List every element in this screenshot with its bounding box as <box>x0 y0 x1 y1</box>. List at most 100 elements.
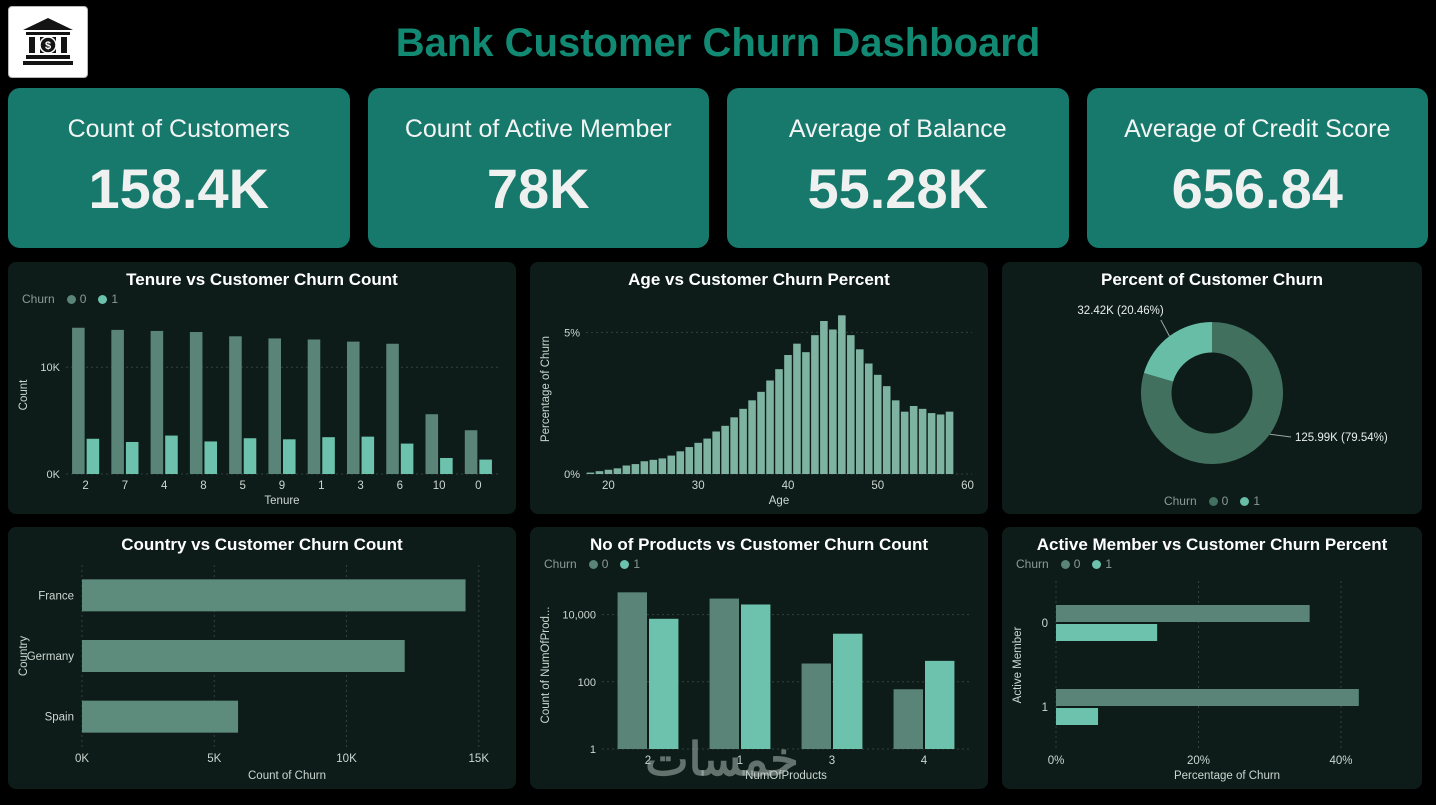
svg-text:Count: Count <box>18 379 30 410</box>
svg-text:20: 20 <box>602 480 615 492</box>
legend-dot <box>66 294 76 304</box>
svg-text:9: 9 <box>279 480 285 492</box>
svg-text:1: 1 <box>318 480 324 492</box>
chart-title: Age vs Customer Churn Percent <box>628 270 890 289</box>
panel-churn-donut: Percent of Customer Churn 32.42K (20.46%… <box>1002 262 1422 514</box>
svg-text:1: 1 <box>590 744 596 756</box>
svg-text:30: 30 <box>692 480 705 492</box>
panel-active-member-churn: Active Member vs Customer Churn Percent … <box>1002 527 1422 789</box>
kpi-value: 656.84 <box>1171 157 1343 220</box>
svg-text:60: 60 <box>961 480 974 492</box>
svg-text:0: 0 <box>1042 618 1048 630</box>
svg-text:5K: 5K <box>207 753 221 765</box>
panel-products-churn: No of Products vs Customer Churn Count C… <box>530 527 988 789</box>
svg-text:Percentage of Churn: Percentage of Churn <box>540 336 552 442</box>
svg-text:3: 3 <box>357 480 363 492</box>
bank-logo: $ <box>8 6 88 78</box>
kpi-value: 55.28K <box>807 157 989 220</box>
svg-text:0K: 0K <box>47 469 61 481</box>
chart-legend[interactable]: Churn 0 1 <box>1016 557 1113 571</box>
legend-dot <box>98 294 108 304</box>
chart-title: Tenure vs Customer Churn Count <box>126 270 398 289</box>
legend-dot <box>1060 559 1070 569</box>
kpi-card-average-balance[interactable]: Average of Balance 55.28K <box>727 88 1069 248</box>
svg-text:5%: 5% <box>564 327 580 339</box>
svg-text:France: France <box>38 590 74 602</box>
churn-donut-chart[interactable]: 32.42K (20.46%) 125.99K (79.54%) Churn 0 1 <box>1010 290 1414 508</box>
svg-text:Tenure: Tenure <box>264 495 299 507</box>
svg-text:7: 7 <box>122 480 128 492</box>
chart-title: Percent of Customer Churn <box>1101 270 1323 289</box>
kpi-value: 78K <box>486 157 590 220</box>
legend-dot <box>1208 496 1218 506</box>
kpi-value: 158.4K <box>88 157 270 220</box>
panel-country-churn: Country vs Customer Churn Count 0K 5K 10K 1… <box>8 527 516 789</box>
svg-text:50: 50 <box>871 480 884 492</box>
svg-text:2: 2 <box>82 480 88 492</box>
svg-text:40%: 40% <box>1329 755 1352 767</box>
kpi-row: Count of Customers 158.4K Count of Activ… <box>0 86 1436 256</box>
kpi-card-count-of-customers[interactable]: Count of Customers 158.4K <box>8 88 350 248</box>
svg-text:20%: 20% <box>1187 755 1210 767</box>
svg-text:40: 40 <box>782 480 795 492</box>
svg-text:Germany: Germany <box>27 651 75 663</box>
legend-dot <box>1240 496 1250 506</box>
svg-text:10K: 10K <box>40 362 60 374</box>
svg-text:Percentage of Churn: Percentage of Churn <box>1174 770 1280 782</box>
legend-dot <box>1092 559 1102 569</box>
chart-legend[interactable]: Churn 0 1 <box>22 292 119 306</box>
charts-grid: Tenure vs Customer Churn Count Churn 0 1 0K… <box>0 256 1436 789</box>
active-member-churn-chart[interactable]: Churn 0 1 0% 20% 40% 0 1 Percentage of Churn Acti… <box>1010 555 1414 783</box>
svg-text:1: 1 <box>737 755 743 767</box>
svg-text:125.99K (79.54%): 125.99K (79.54%) <box>1295 432 1388 444</box>
kpi-label: Count of Active Member <box>404 115 672 143</box>
svg-text:1: 1 <box>1042 702 1048 714</box>
svg-text:Spain: Spain <box>45 712 74 724</box>
svg-text:2: 2 <box>645 755 651 767</box>
svg-text:NumOfProducts: NumOfProducts <box>745 770 827 782</box>
svg-text:10K: 10K <box>336 753 357 765</box>
kpi-card-active-members[interactable]: Count of Active Member 78K <box>367 88 709 248</box>
kpi-label: Average of Credit Score <box>1124 115 1391 143</box>
panel-tenure-churn: Tenure vs Customer Churn Count Churn 0 1 0K… <box>8 262 516 514</box>
svg-text:Count of NumOfProd...: Count of NumOfProd... <box>540 607 552 724</box>
svg-text:0%: 0% <box>564 469 580 481</box>
svg-text:32.42K (20.46%): 32.42K (20.46%) <box>1077 305 1163 317</box>
header: $ Bank Customer Churn Dashboard <box>0 0 1436 86</box>
chart-title: No of Products vs Customer Churn Count <box>589 535 929 554</box>
country-churn-chart[interactable]: 0K 5K 10K 15K France Germany Spain Count of Chu… <box>16 555 508 783</box>
products-churn-chart[interactable]: Churn 0 1 1 100 10,000 2 1 3 4 NumOfProducts Count … <box>538 555 980 783</box>
dashboard-title: Bank Customer Churn Dashboard <box>395 21 1041 65</box>
kpi-card-average-credit-score[interactable]: Average of Credit Score 656.84 <box>1086 88 1428 248</box>
svg-text:15K: 15K <box>469 753 490 765</box>
chart-title: Country vs Customer Churn Count <box>121 535 403 554</box>
svg-text:4: 4 <box>161 480 168 492</box>
kpi-label: Average of Balance <box>788 115 1007 143</box>
svg-text:6: 6 <box>397 480 403 492</box>
svg-text:10: 10 <box>433 480 446 492</box>
svg-text:Age: Age <box>769 495 789 507</box>
svg-text:5: 5 <box>240 480 246 492</box>
svg-text:Count of Churn: Count of Churn <box>248 770 326 782</box>
chart-legend[interactable]: Churn 0 1 <box>1163 494 1261 508</box>
svg-text:0K: 0K <box>75 753 89 765</box>
svg-text:8: 8 <box>200 480 206 492</box>
panel-age-churn: Age vs Customer Churn Percent 0% 5% 20 30 40… <box>530 262 988 514</box>
svg-text:4: 4 <box>921 755 928 767</box>
legend-dot <box>620 559 630 569</box>
legend-dot <box>588 559 598 569</box>
chart-title: Active Member vs Customer Churn Percent <box>1036 535 1388 554</box>
chart-legend[interactable]: Churn 0 1 <box>544 557 641 571</box>
kpi-label: Count of Customers <box>67 115 290 143</box>
svg-text:Active Member: Active Member <box>1012 626 1024 703</box>
svg-text:100: 100 <box>578 677 596 689</box>
svg-text:10,000: 10,000 <box>562 610 596 622</box>
svg-text:0: 0 <box>475 480 481 492</box>
svg-text:Country: Country <box>18 636 30 677</box>
tenure-churn-chart[interactable]: Churn 0 1 0K 10K 2 7 4 8 5 9 1 3 6 10 0 Tenure Count <box>16 290 508 508</box>
age-churn-chart[interactable]: 0% 5% 20 30 40 50 60 Age Percentage of Churn <box>538 290 980 508</box>
bank-icon: $ <box>23 18 73 65</box>
svg-text:$: $ <box>45 40 51 52</box>
svg-text:0%: 0% <box>1048 755 1065 767</box>
svg-text:3: 3 <box>829 755 835 767</box>
